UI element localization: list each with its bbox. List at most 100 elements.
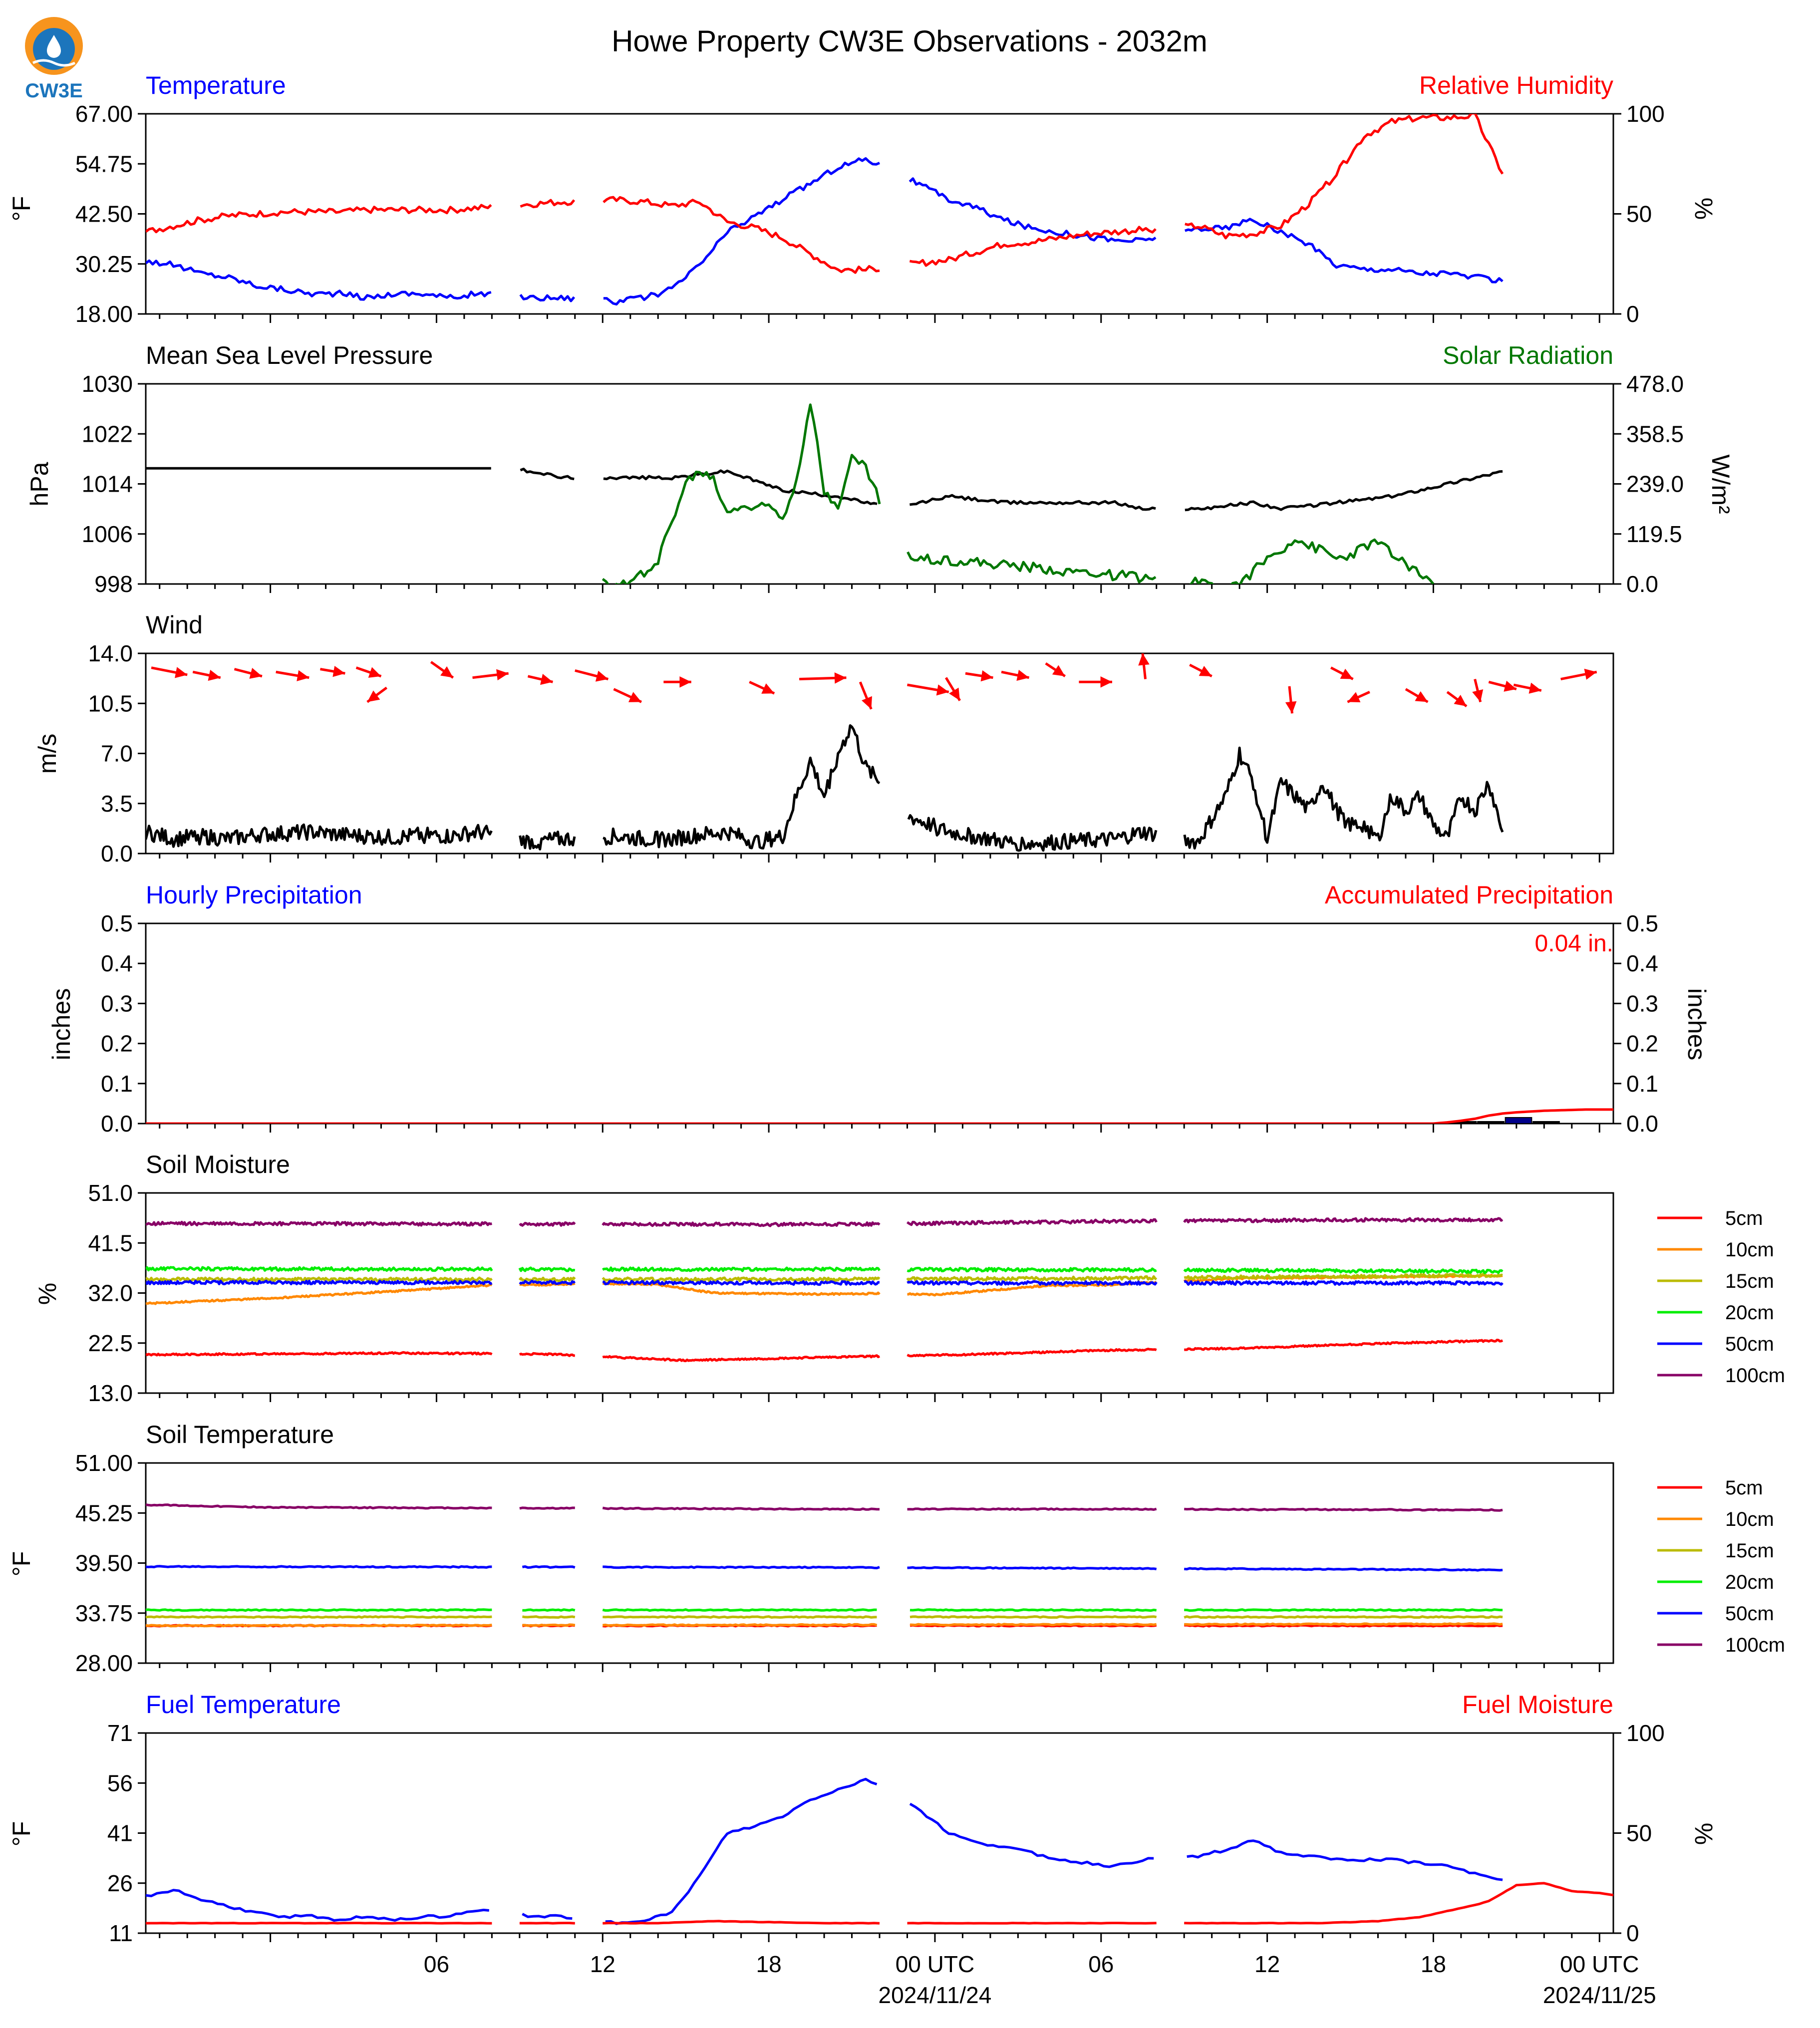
- cw3e-logo: CW3E: [25, 17, 83, 102]
- precip-hourly-bar: [1505, 1117, 1532, 1124]
- legend-label-20cm: 20cm: [1725, 1302, 1774, 1324]
- wind-direction-arrow: [355, 666, 382, 678]
- cw3e-drop-logo-icon: [47, 35, 61, 58]
- wind-direction-arrow: [151, 666, 188, 678]
- precip-plot-area: [146, 1108, 1613, 1124]
- mslp_solar-y-tick-label: 1006: [82, 521, 133, 547]
- wind-arrow-head: [628, 692, 641, 702]
- soil_temperature-plot-area: [146, 1503, 1503, 1628]
- soil_temperature-series-50cm: [146, 1565, 1503, 1572]
- legend-label-50cm: 50cm: [1725, 1333, 1774, 1355]
- wind-direction-arrow: [1616, 689, 1633, 704]
- panel-soil_moisture: 13.0 22.5 32.0 41.5 51.0: [88, 1180, 1614, 1406]
- figure-title: Howe Property CW3E Observations - 2032m: [611, 24, 1208, 58]
- x-tick-label: 06: [1088, 1951, 1114, 1977]
- panel-title-solar-radiation: Solar Radiation: [1443, 341, 1613, 369]
- ylabel-relative-humidity: %: [1690, 198, 1718, 220]
- precip-y-tick-label: 0.0: [101, 1111, 133, 1137]
- wind-direction-arrow: [1560, 668, 1597, 681]
- panel-soil_temperature: 28.00 33.75 39.50 45.25 51.00: [75, 1450, 1614, 1676]
- soil_moisture-y-tick-label: 41.5: [88, 1230, 133, 1256]
- wind-direction-arrow: [1330, 666, 1354, 680]
- wind-arrow-head: [540, 674, 553, 685]
- wind-arrow-head: [980, 670, 993, 682]
- wind-direction-arrow: [320, 665, 345, 677]
- wind-plot-area: [146, 653, 1633, 852]
- x-tick-label: 12: [590, 1951, 615, 1977]
- x-tick-label: 00 UTC: [1560, 1951, 1639, 1977]
- fuel-axes-frame: [145, 1732, 1614, 1934]
- wind-arrow-head: [1199, 666, 1212, 676]
- wind-arrow-head: [1454, 694, 1467, 706]
- wind-direction-arrow: [472, 669, 509, 681]
- temp_rh-y-tick-label: 30.25: [75, 251, 133, 277]
- mslp_solar-axes-frame: [145, 383, 1614, 585]
- legend-label-5cm: 5cm: [1725, 1207, 1763, 1229]
- fuel-series-fuel-temperature: [146, 1777, 1503, 1925]
- legend-label-100cm: 100cm: [1725, 1634, 1785, 1656]
- wind-arrow-head: [1504, 680, 1517, 692]
- ylabel-soil-temperature: °F: [7, 1551, 35, 1577]
- wind-arrow-head: [936, 684, 949, 696]
- wind-arrow-head: [1584, 668, 1597, 680]
- panel-fuel: 11 26 41 56 71 0 50 100 06 12 18 00 UTC 2024/11/24 06…: [107, 1720, 1665, 2008]
- wind-direction-arrow: [1405, 688, 1429, 703]
- panel-title-fuel-moisture: Fuel Moisture: [1462, 1691, 1613, 1719]
- wind-axes-frame: [145, 652, 1614, 855]
- mslp_solar-series-mean-sea-level-pressure: [146, 467, 1503, 512]
- wind-series-wind-speed: [146, 724, 1504, 852]
- temp_rh-y-tick-label: 42.50: [75, 201, 133, 227]
- mslp_solar-y-tick-label: 998: [94, 571, 133, 597]
- x-date-label: 2024/11/25: [1543, 1982, 1656, 2008]
- ylabel-mslp: hPa: [25, 462, 53, 506]
- wind-direction-arrow: [1138, 653, 1150, 679]
- panel-precip: 0.0 0.1 0.2 0.3 0.4 0.5 0.0 0.1 0.2 0.3 0.4 0.5: [101, 910, 1658, 1137]
- wind-arrow-head: [297, 670, 309, 681]
- wind-arrow-head: [1340, 668, 1353, 679]
- wind-arrow-head: [1052, 665, 1065, 676]
- wind-y-tick-label: 7.0: [101, 741, 133, 767]
- wind-direction-arrow: [613, 688, 642, 703]
- ylabel-soil-moisture: %: [33, 1283, 61, 1305]
- panel-title-hourly-precipitation: Hourly Precipitation: [146, 881, 362, 909]
- wind-direction-arrow: [1488, 680, 1517, 692]
- soil_moisture-plot-area: [146, 1217, 1504, 1363]
- wind-arrow-head: [1415, 691, 1428, 702]
- wind-direction-arrow: [965, 670, 993, 682]
- wind-direction-arrow: [1045, 662, 1066, 677]
- temp_rh-y-tick-label: 67.00: [75, 101, 133, 127]
- wind-direction-arrow: [1079, 676, 1112, 688]
- wind-direction-arrow: [1347, 691, 1370, 703]
- wind-arrow-head: [249, 668, 262, 679]
- wind-direction-arrow: [527, 674, 553, 685]
- logo-text: CW3E: [25, 80, 83, 102]
- wind-direction-arrow: [859, 681, 873, 710]
- soil_moisture-series-100cm: [146, 1217, 1504, 1227]
- wind-direction-arrow: [366, 686, 388, 703]
- panel-title-accumulated-precipitation: Accumulated Precipitation: [1325, 881, 1613, 909]
- soil_temperature-axes-frame: [145, 1462, 1614, 1664]
- soil_moisture-y-tick-label: 51.0: [88, 1180, 133, 1206]
- temp_rh-axes-frame: [145, 113, 1614, 315]
- panel-temp_rh: 18.00 30.25 42.50 54.75 67.00 0 50 100: [75, 101, 1665, 327]
- legend-label-5cm: 5cm: [1725, 1477, 1763, 1499]
- x-tick-label: 06: [424, 1951, 449, 1977]
- ylabel-wind: m/s: [33, 734, 61, 774]
- mslp_solar-y-tick-label: 1014: [82, 471, 133, 497]
- legend-soil-moisture: 5cm 10cm 15cm 20cm 50cm 100cm: [1657, 1207, 1785, 1387]
- mslp_solar-y2-tick-label: 0.0: [1626, 571, 1658, 597]
- panel-title-relative-humidity: Relative Humidity: [1419, 71, 1613, 99]
- soil_moisture-y-tick-label: 22.5: [88, 1330, 133, 1356]
- legend-label-10cm: 10cm: [1725, 1239, 1774, 1261]
- soil_moisture-series-50cm: [146, 1279, 1504, 1286]
- ylabel-precip-accum: inches: [1683, 988, 1711, 1061]
- fuel-y2-tick-label: 0: [1626, 1920, 1639, 1946]
- wind-arrow-head: [1100, 676, 1112, 688]
- soil_moisture-series-10cm: [146, 1274, 1503, 1305]
- legend-soil-temperature: 5cm 10cm 15cm 20cm 50cm 100cm: [1657, 1477, 1785, 1656]
- precip-y2-tick-label: 0.3: [1626, 990, 1658, 1016]
- precip-y-tick-label: 0.1: [101, 1071, 133, 1097]
- wind-direction-arrow: [1446, 691, 1468, 707]
- wind-arrow-head: [1285, 701, 1297, 714]
- wind-direction-arrow: [192, 669, 221, 681]
